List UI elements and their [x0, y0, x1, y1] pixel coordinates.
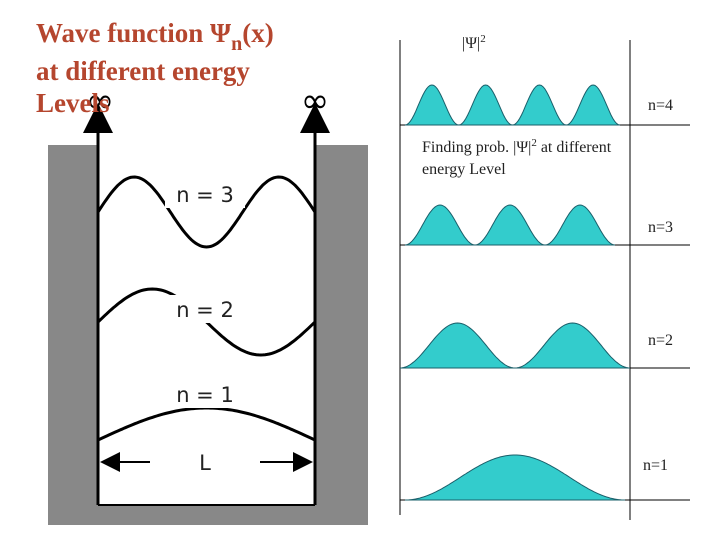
caption-text: Finding prob. |Ψ| — [422, 139, 531, 156]
level-label: n = 2 — [176, 298, 234, 322]
title-text: (x) — [242, 18, 273, 48]
title-subscript: n — [231, 33, 242, 55]
level-label: n = 3 — [176, 183, 234, 207]
title: Levels — [36, 88, 110, 118]
level-label: n = 1 — [176, 383, 234, 407]
label-bg — [165, 380, 245, 408]
density — [404, 204, 616, 246]
wave — [96, 175, 317, 249]
label-bg — [165, 180, 245, 208]
width-label: L — [199, 451, 211, 475]
axis-label: |Ψ|2 — [462, 33, 486, 52]
caption: Finding prob. |Ψ|2 at different — [422, 137, 612, 156]
density — [404, 84, 621, 126]
density — [399, 322, 631, 369]
title: Wave function Ψn(x) — [36, 18, 274, 55]
level-label: n=3 — [648, 219, 673, 236]
level-label: n=4 — [648, 97, 673, 114]
label-bg — [165, 295, 245, 323]
density — [405, 454, 625, 501]
axis-label-text: |Ψ| — [462, 35, 480, 52]
probability-densities — [399, 84, 690, 501]
level-label: n=1 — [643, 457, 668, 474]
caption: energy Level — [422, 161, 506, 178]
title-text: Wave function Ψ — [36, 18, 231, 48]
caption-text: at different — [537, 139, 612, 156]
infinity: ∞ — [301, 81, 329, 121]
level-label: n=2 — [648, 332, 673, 349]
axis-label-sup: 2 — [480, 33, 486, 45]
caption-sup: 2 — [531, 137, 537, 149]
infinity: ∞ — [86, 81, 114, 121]
title: at different energy — [36, 56, 250, 86]
